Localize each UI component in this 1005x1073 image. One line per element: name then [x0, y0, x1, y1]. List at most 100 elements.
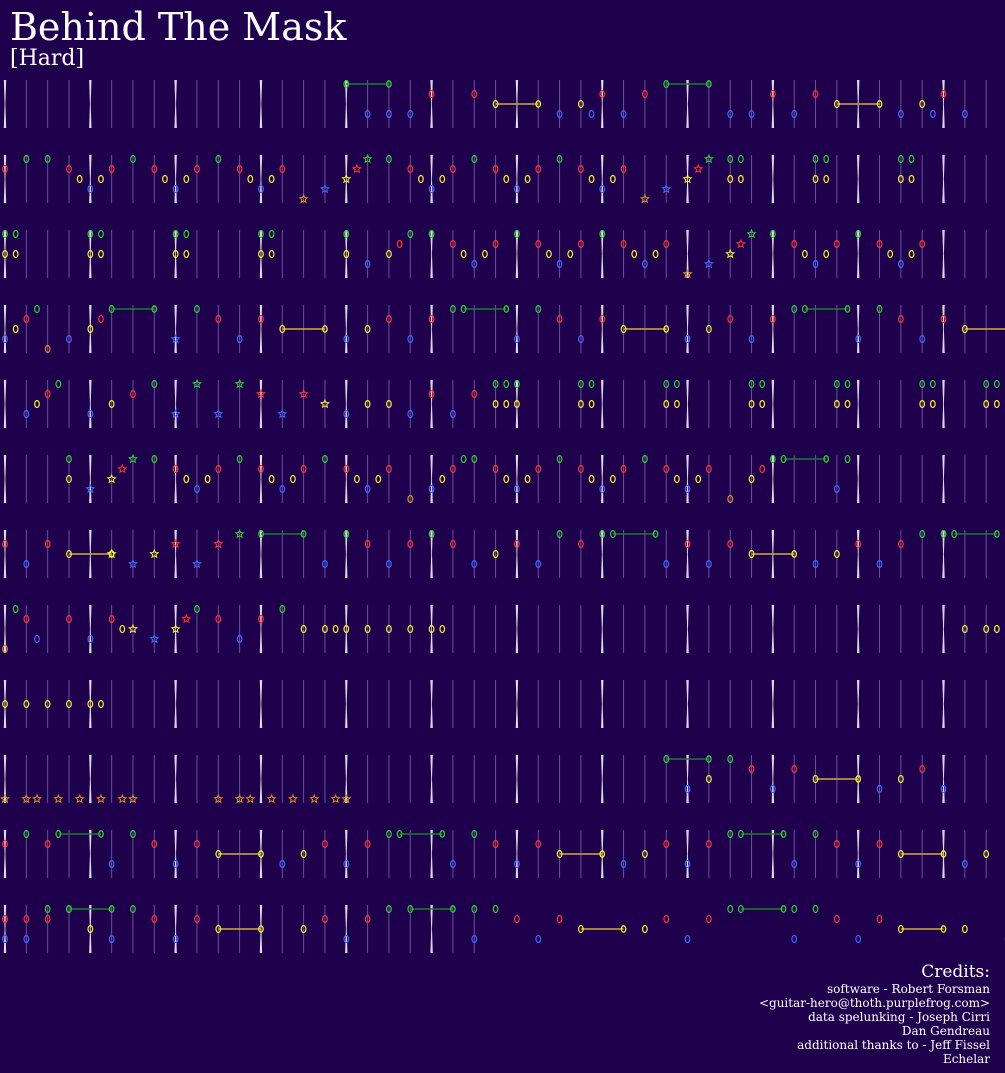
- note-gem: [929, 109, 936, 119]
- sustain-end: [940, 850, 947, 858]
- note-gem: [673, 399, 680, 409]
- measure-line: [686, 605, 689, 653]
- note-gem: [737, 174, 744, 184]
- note-gem: [642, 849, 648, 859]
- note-gem: [908, 154, 915, 164]
- measure-line: [601, 605, 604, 653]
- note-gem: [929, 379, 936, 389]
- note-gem: [66, 454, 72, 464]
- note-gem: [471, 389, 478, 399]
- star-note: [735, 238, 746, 249]
- note-gem: [514, 399, 520, 409]
- note-gem: [759, 399, 766, 409]
- note-gem: [673, 379, 680, 389]
- note-gem: [23, 154, 30, 164]
- note-gem: [801, 304, 808, 314]
- note-gem: [812, 89, 819, 99]
- measure-line: [515, 680, 519, 728]
- star-note: [319, 398, 331, 409]
- measure-line: [259, 605, 263, 653]
- note-gem: [578, 239, 584, 249]
- measure-line: [430, 230, 433, 278]
- note-gem: [151, 839, 158, 849]
- note-gem: [578, 99, 584, 109]
- note-gem: [428, 484, 435, 494]
- note-gem: [407, 904, 414, 914]
- note-gem: [769, 229, 776, 239]
- note-gem: [471, 829, 478, 839]
- note-gem: [55, 379, 62, 389]
- note-gem: [66, 699, 72, 709]
- star-note: [117, 463, 128, 474]
- note-gem: [737, 154, 744, 164]
- measure-line: [89, 755, 92, 803]
- note-gem: [386, 624, 392, 634]
- measure-line: [345, 305, 348, 353]
- note-gem: [897, 154, 904, 164]
- note-gem: [23, 934, 30, 944]
- measure-line: [515, 605, 519, 653]
- note-gem: [652, 249, 659, 259]
- note-gem: [23, 559, 30, 569]
- note-gem: [556, 914, 563, 924]
- measure-line: [89, 380, 92, 428]
- measure-line: [857, 680, 860, 728]
- note-gem: [514, 859, 520, 869]
- note-gem: [215, 154, 222, 164]
- note-gem: [407, 624, 414, 634]
- note-gem: [130, 389, 136, 399]
- measure-line: [942, 380, 945, 428]
- note-gem: [748, 334, 755, 344]
- note-gem: [961, 624, 968, 634]
- note-gem: [983, 849, 990, 859]
- note-gem: [844, 399, 851, 409]
- note-gem: [236, 334, 243, 344]
- credits-block: Credits: software - Robert Forsman <guit…: [759, 962, 990, 1066]
- credits-heading: Credits:: [921, 962, 990, 982]
- measure-line: [601, 230, 604, 278]
- measure-line: [857, 830, 860, 878]
- note-gem: [12, 249, 19, 259]
- note-gem: [343, 464, 350, 474]
- sustain-end: [535, 100, 542, 108]
- note-gem: [450, 464, 456, 474]
- note-gem: [556, 109, 563, 119]
- measure-line: [686, 305, 689, 353]
- note-gem: [823, 249, 830, 259]
- note-gem: [727, 174, 734, 184]
- note-gem: [98, 314, 104, 324]
- note-gem: [908, 174, 915, 184]
- star-note: [213, 538, 224, 549]
- note-gem: [919, 334, 926, 344]
- note-gem: [791, 934, 798, 944]
- note-gem: [450, 164, 456, 174]
- note-gem: [386, 249, 392, 259]
- note-gem: [151, 379, 158, 389]
- star-note: [106, 473, 117, 484]
- note-gem: [578, 399, 584, 409]
- sustain-end: [663, 325, 670, 333]
- measure-line: [430, 80, 433, 128]
- note-gem: [855, 229, 862, 239]
- note-gem: [428, 184, 435, 194]
- note-gem: [812, 259, 819, 269]
- note-gem: [514, 334, 520, 344]
- note-gem: [258, 184, 264, 194]
- measure-line: [686, 755, 689, 803]
- measure-line: [345, 680, 348, 728]
- note-gem: [471, 89, 478, 99]
- measure-line: [686, 380, 689, 428]
- note-gem: [823, 174, 830, 184]
- note-gem: [791, 304, 798, 314]
- measure-line: [174, 380, 177, 428]
- note-gem: [599, 89, 606, 99]
- note-gem: [503, 399, 510, 409]
- measure-line: [259, 155, 263, 203]
- note-gem: [386, 314, 392, 324]
- note-gem: [748, 379, 755, 389]
- measure-line: [515, 305, 519, 353]
- star-note: [298, 193, 309, 204]
- star-note: [213, 408, 224, 419]
- star-note: [128, 623, 139, 634]
- note-gem: [578, 164, 584, 174]
